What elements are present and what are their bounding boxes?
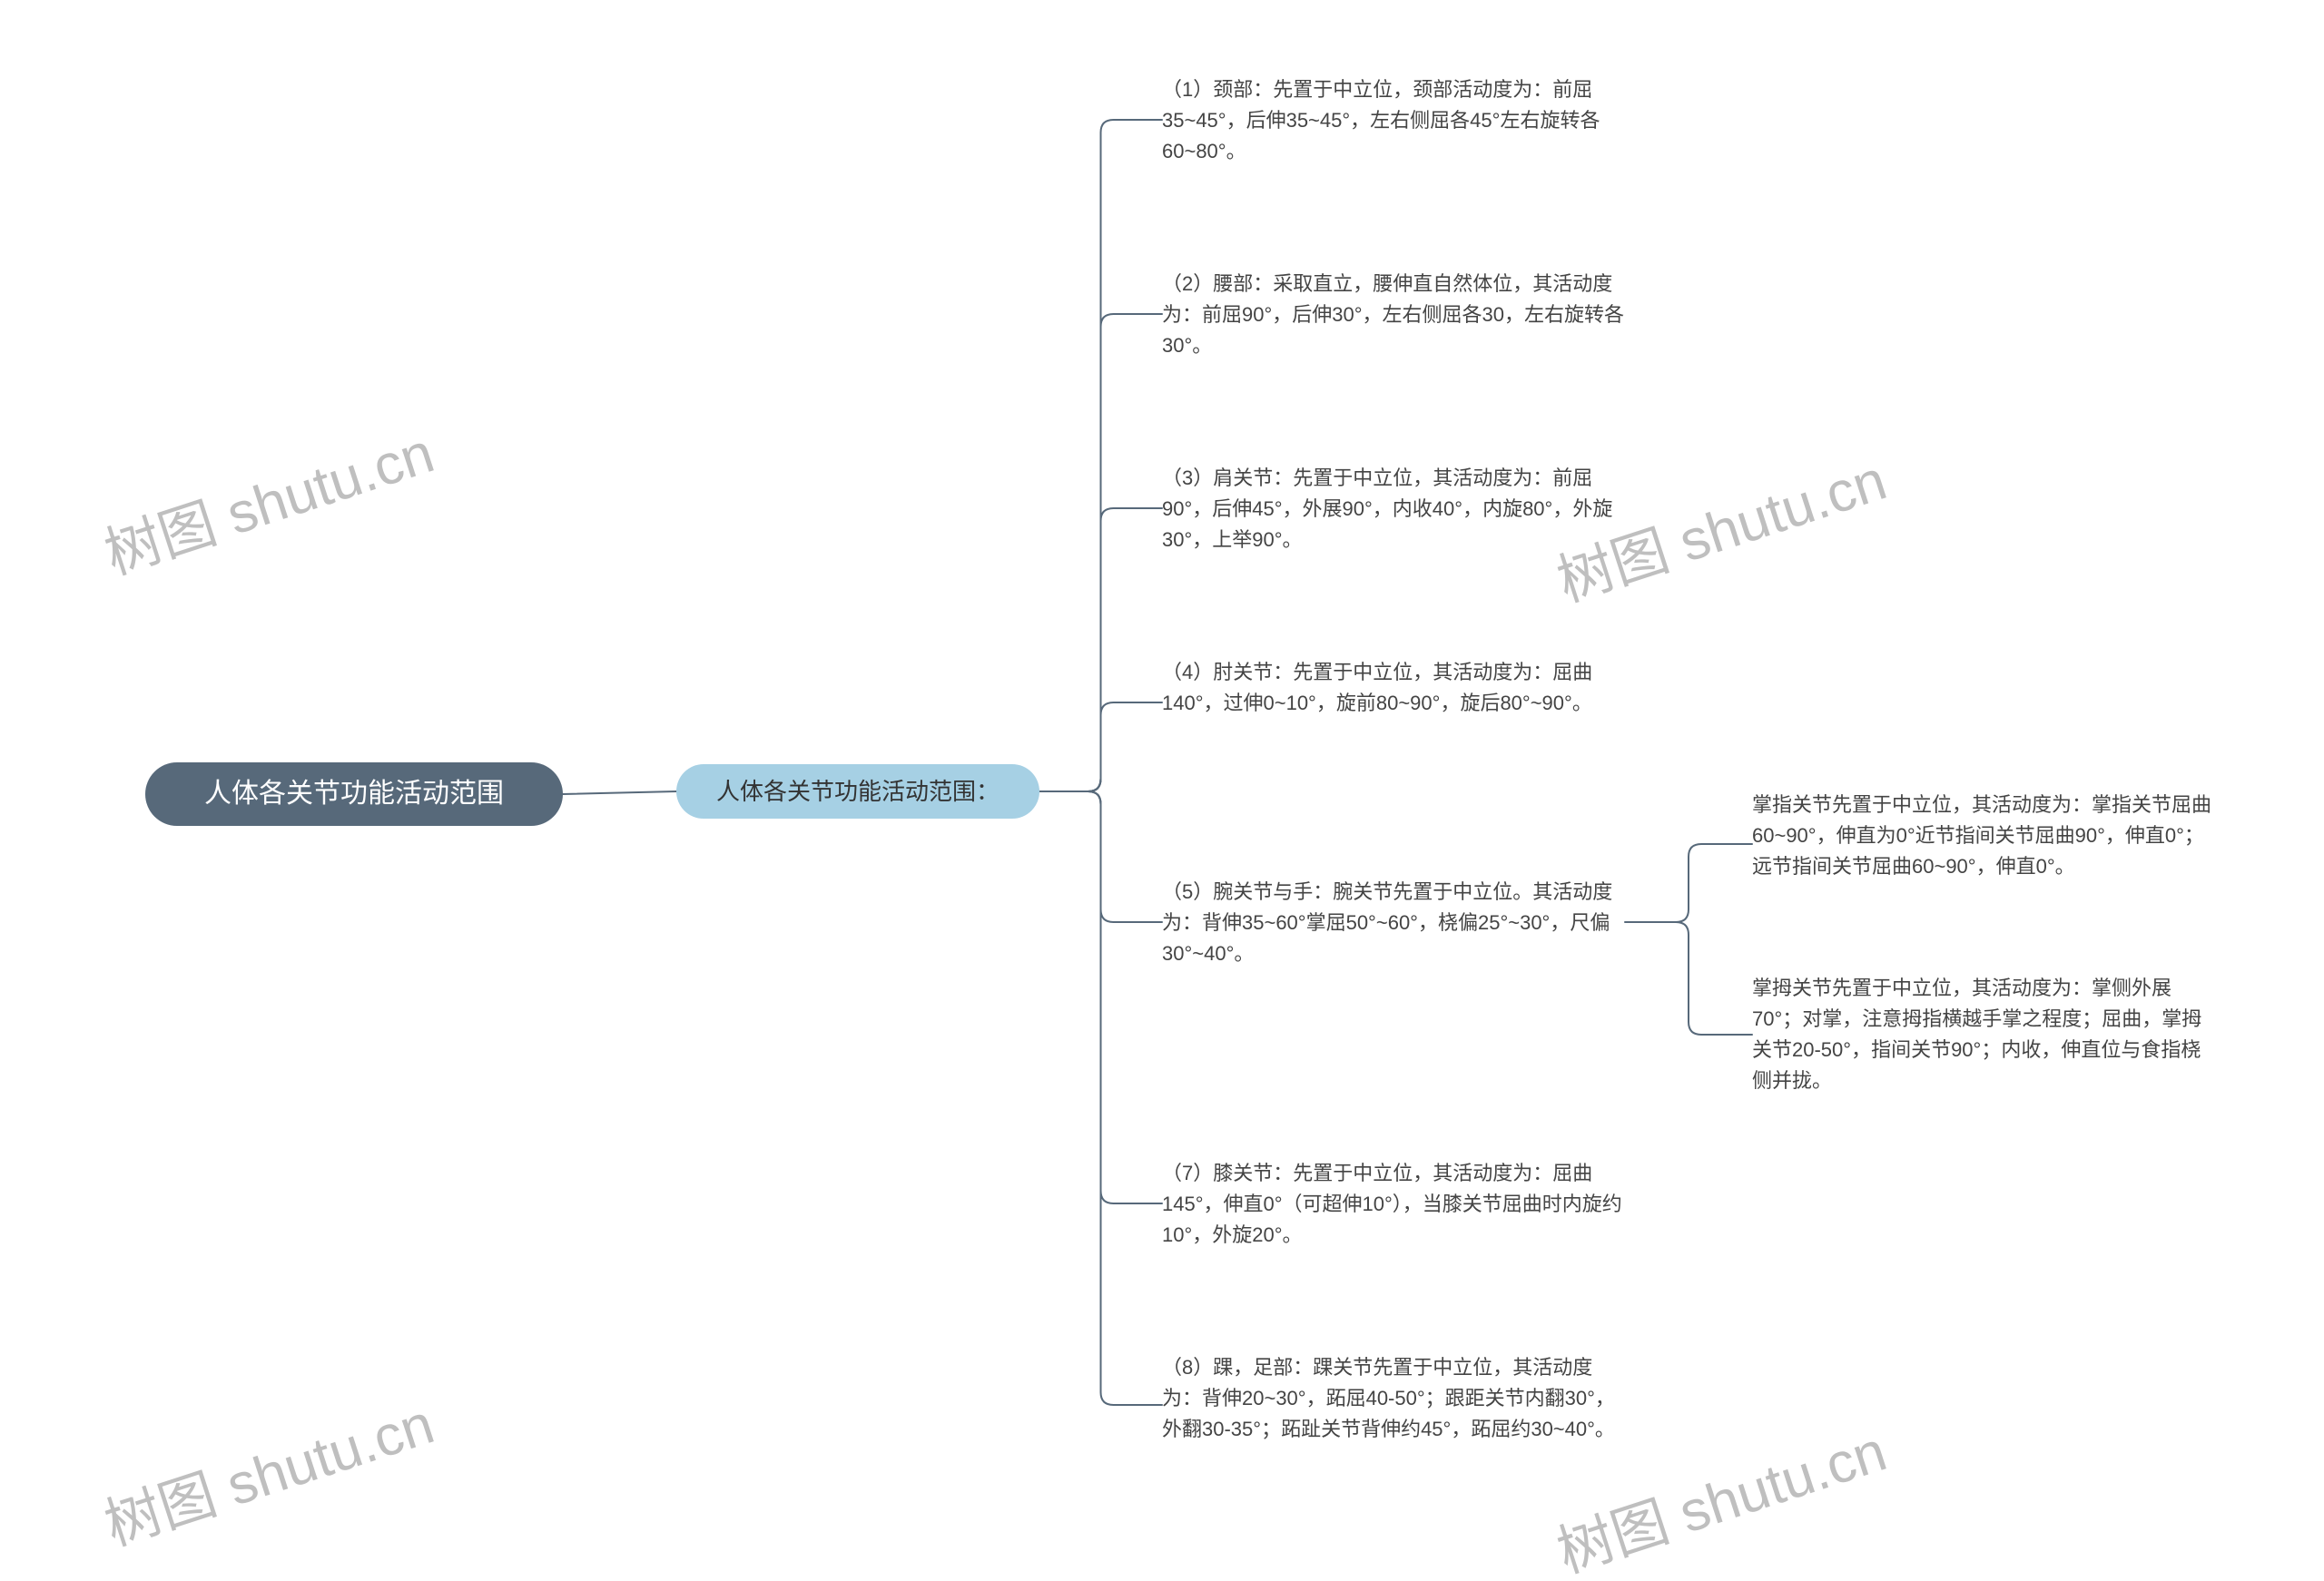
- leaf-text: （7）膝关节：先置于中立位，其活动度为：屈曲145°，伸直0°（可超伸10°），…: [1162, 1162, 1622, 1246]
- leaf-node[interactable]: （2）腰部：采取直立，腰伸直自然体位，其活动度为：前屈90°，后伸30°，左右侧…: [1162, 269, 1625, 361]
- leaf-node[interactable]: 掌指关节先置于中立位，其活动度为：掌指关节屈曲60~90°，伸直为0°近节指间关…: [1752, 790, 2215, 882]
- leaf-text: （3）肩关节：先置于中立位，其活动度为：前屈90°，后伸45°，外展90°，内收…: [1162, 466, 1612, 551]
- leaf-node[interactable]: （4）肘关节：先置于中立位，其活动度为：屈曲140°，过伸0~10°，旋前80~…: [1162, 657, 1625, 719]
- leaf-node[interactable]: 掌拇关节先置于中立位，其活动度为：掌侧外展70°；对掌，注意拇指横越手掌之程度；…: [1752, 973, 2215, 1096]
- leaf-node[interactable]: （3）肩关节：先置于中立位，其活动度为：前屈90°，后伸45°，外展90°，内收…: [1162, 463, 1625, 555]
- watermark: 树图 shutu.cn: [93, 1378, 442, 1561]
- root-label: 人体各关节功能活动范围: [204, 773, 504, 816]
- branch-node[interactable]: 人体各关节功能活动范围：: [676, 764, 1039, 819]
- mindmap-canvas: 树图 shutu.cn 树图 shutu.cn 树图 shutu.cn 树图 s…: [0, 0, 2324, 1581]
- leaf-node[interactable]: （7）膝关节：先置于中立位，其活动度为：屈曲145°，伸直0°（可超伸10°），…: [1162, 1158, 1625, 1251]
- leaf-text: （8）踝，足部：踝关节先置于中立位，其活动度为：背伸20~30°，跖屈40-50…: [1162, 1356, 1615, 1440]
- branch-label: 人体各关节功能活动范围：: [716, 773, 1000, 810]
- leaf-node[interactable]: （1）颈部：先置于中立位，颈部活动度为：前屈35~45°，后伸35~45°，左右…: [1162, 74, 1625, 167]
- leaf-node[interactable]: （5）腕关节与手：腕关节先置于中立位。其活动度为：背伸35~60°掌屈50°~6…: [1162, 877, 1625, 969]
- root-node[interactable]: 人体各关节功能活动范围: [145, 762, 563, 826]
- leaf-text: 掌指关节先置于中立位，其活动度为：掌指关节屈曲60~90°，伸直为0°近节指间关…: [1752, 793, 2211, 878]
- leaf-text: 掌拇关节先置于中立位，其活动度为：掌侧外展70°；对掌，注意拇指横越手掌之程度；…: [1752, 977, 2201, 1092]
- leaf-text: （4）肘关节：先置于中立位，其活动度为：屈曲140°，过伸0~10°，旋前80~…: [1162, 661, 1592, 714]
- leaf-text: （2）腰部：采取直立，腰伸直自然体位，其活动度为：前屈90°，后伸30°，左右侧…: [1162, 272, 1624, 357]
- leaf-text: （1）颈部：先置于中立位，颈部活动度为：前屈35~45°，后伸35~45°，左右…: [1162, 78, 1600, 162]
- leaf-node[interactable]: （8）踝，足部：踝关节先置于中立位，其活动度为：背伸20~30°，跖屈40-50…: [1162, 1352, 1625, 1445]
- leaf-text: （5）腕关节与手：腕关节先置于中立位。其活动度为：背伸35~60°掌屈50°~6…: [1162, 880, 1612, 965]
- watermark: 树图 shutu.cn: [93, 407, 442, 590]
